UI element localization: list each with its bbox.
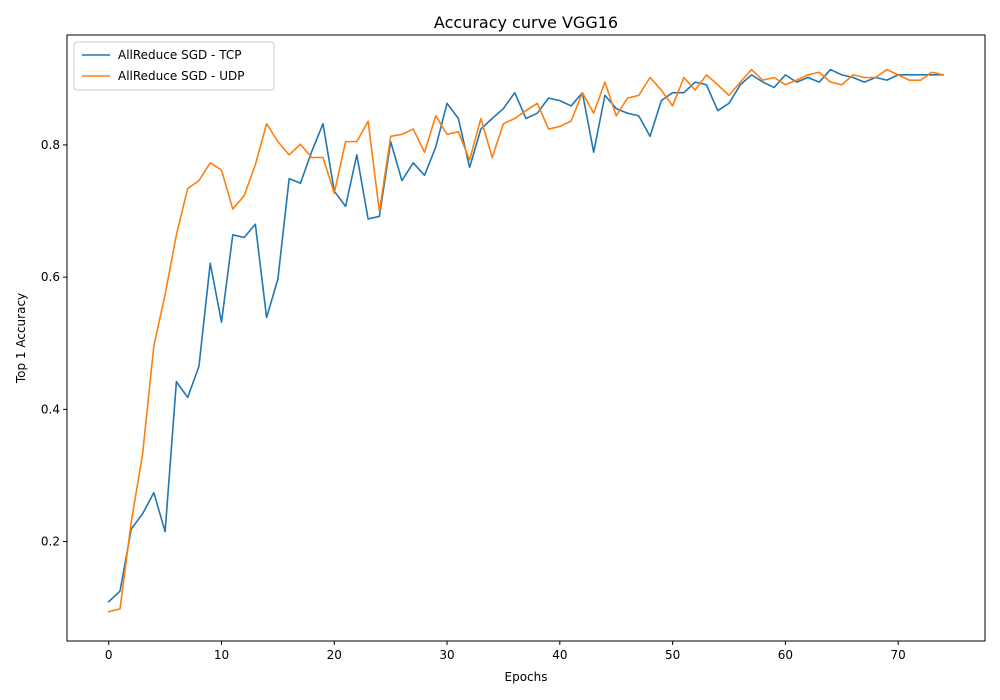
x-axis-label: Epochs	[505, 670, 548, 684]
x-tick-label: 10	[214, 648, 229, 662]
plot-frame	[66, 34, 986, 642]
legend-label: AllReduce SGD - UDP	[118, 69, 244, 83]
y-axis-label: Top 1 Accuracy	[14, 293, 28, 384]
legend-box	[73, 41, 275, 91]
x-tick-label: 30	[439, 648, 454, 662]
series-line-udp	[107, 68, 945, 613]
x-tick-label: 40	[552, 648, 567, 662]
y-tick-label: 0.4	[41, 402, 60, 416]
x-tick-label: 50	[665, 648, 680, 662]
y-tick-label: 0.8	[41, 138, 60, 152]
x-tick-label: 20	[327, 648, 342, 662]
x-tick-label: 60	[778, 648, 793, 662]
y-tick-label: 0.6	[41, 270, 60, 284]
legend-label: AllReduce SGD - TCP	[118, 48, 241, 62]
legend: AllReduce SGD - TCP AllReduce SGD - UDP	[73, 41, 275, 91]
series-line-tcp	[107, 68, 945, 603]
x-axis-ticks: 0 10 20 30 40 50 60 70	[105, 641, 906, 662]
y-axis-ticks: 0.2 0.4 0.6 0.8	[41, 138, 67, 549]
series-layer	[107, 68, 945, 613]
chart-title: Accuracy curve VGG16	[434, 13, 618, 32]
y-tick-label: 0.2	[41, 535, 60, 549]
x-tick-label: 70	[891, 648, 906, 662]
x-tick-label: 0	[105, 648, 113, 662]
